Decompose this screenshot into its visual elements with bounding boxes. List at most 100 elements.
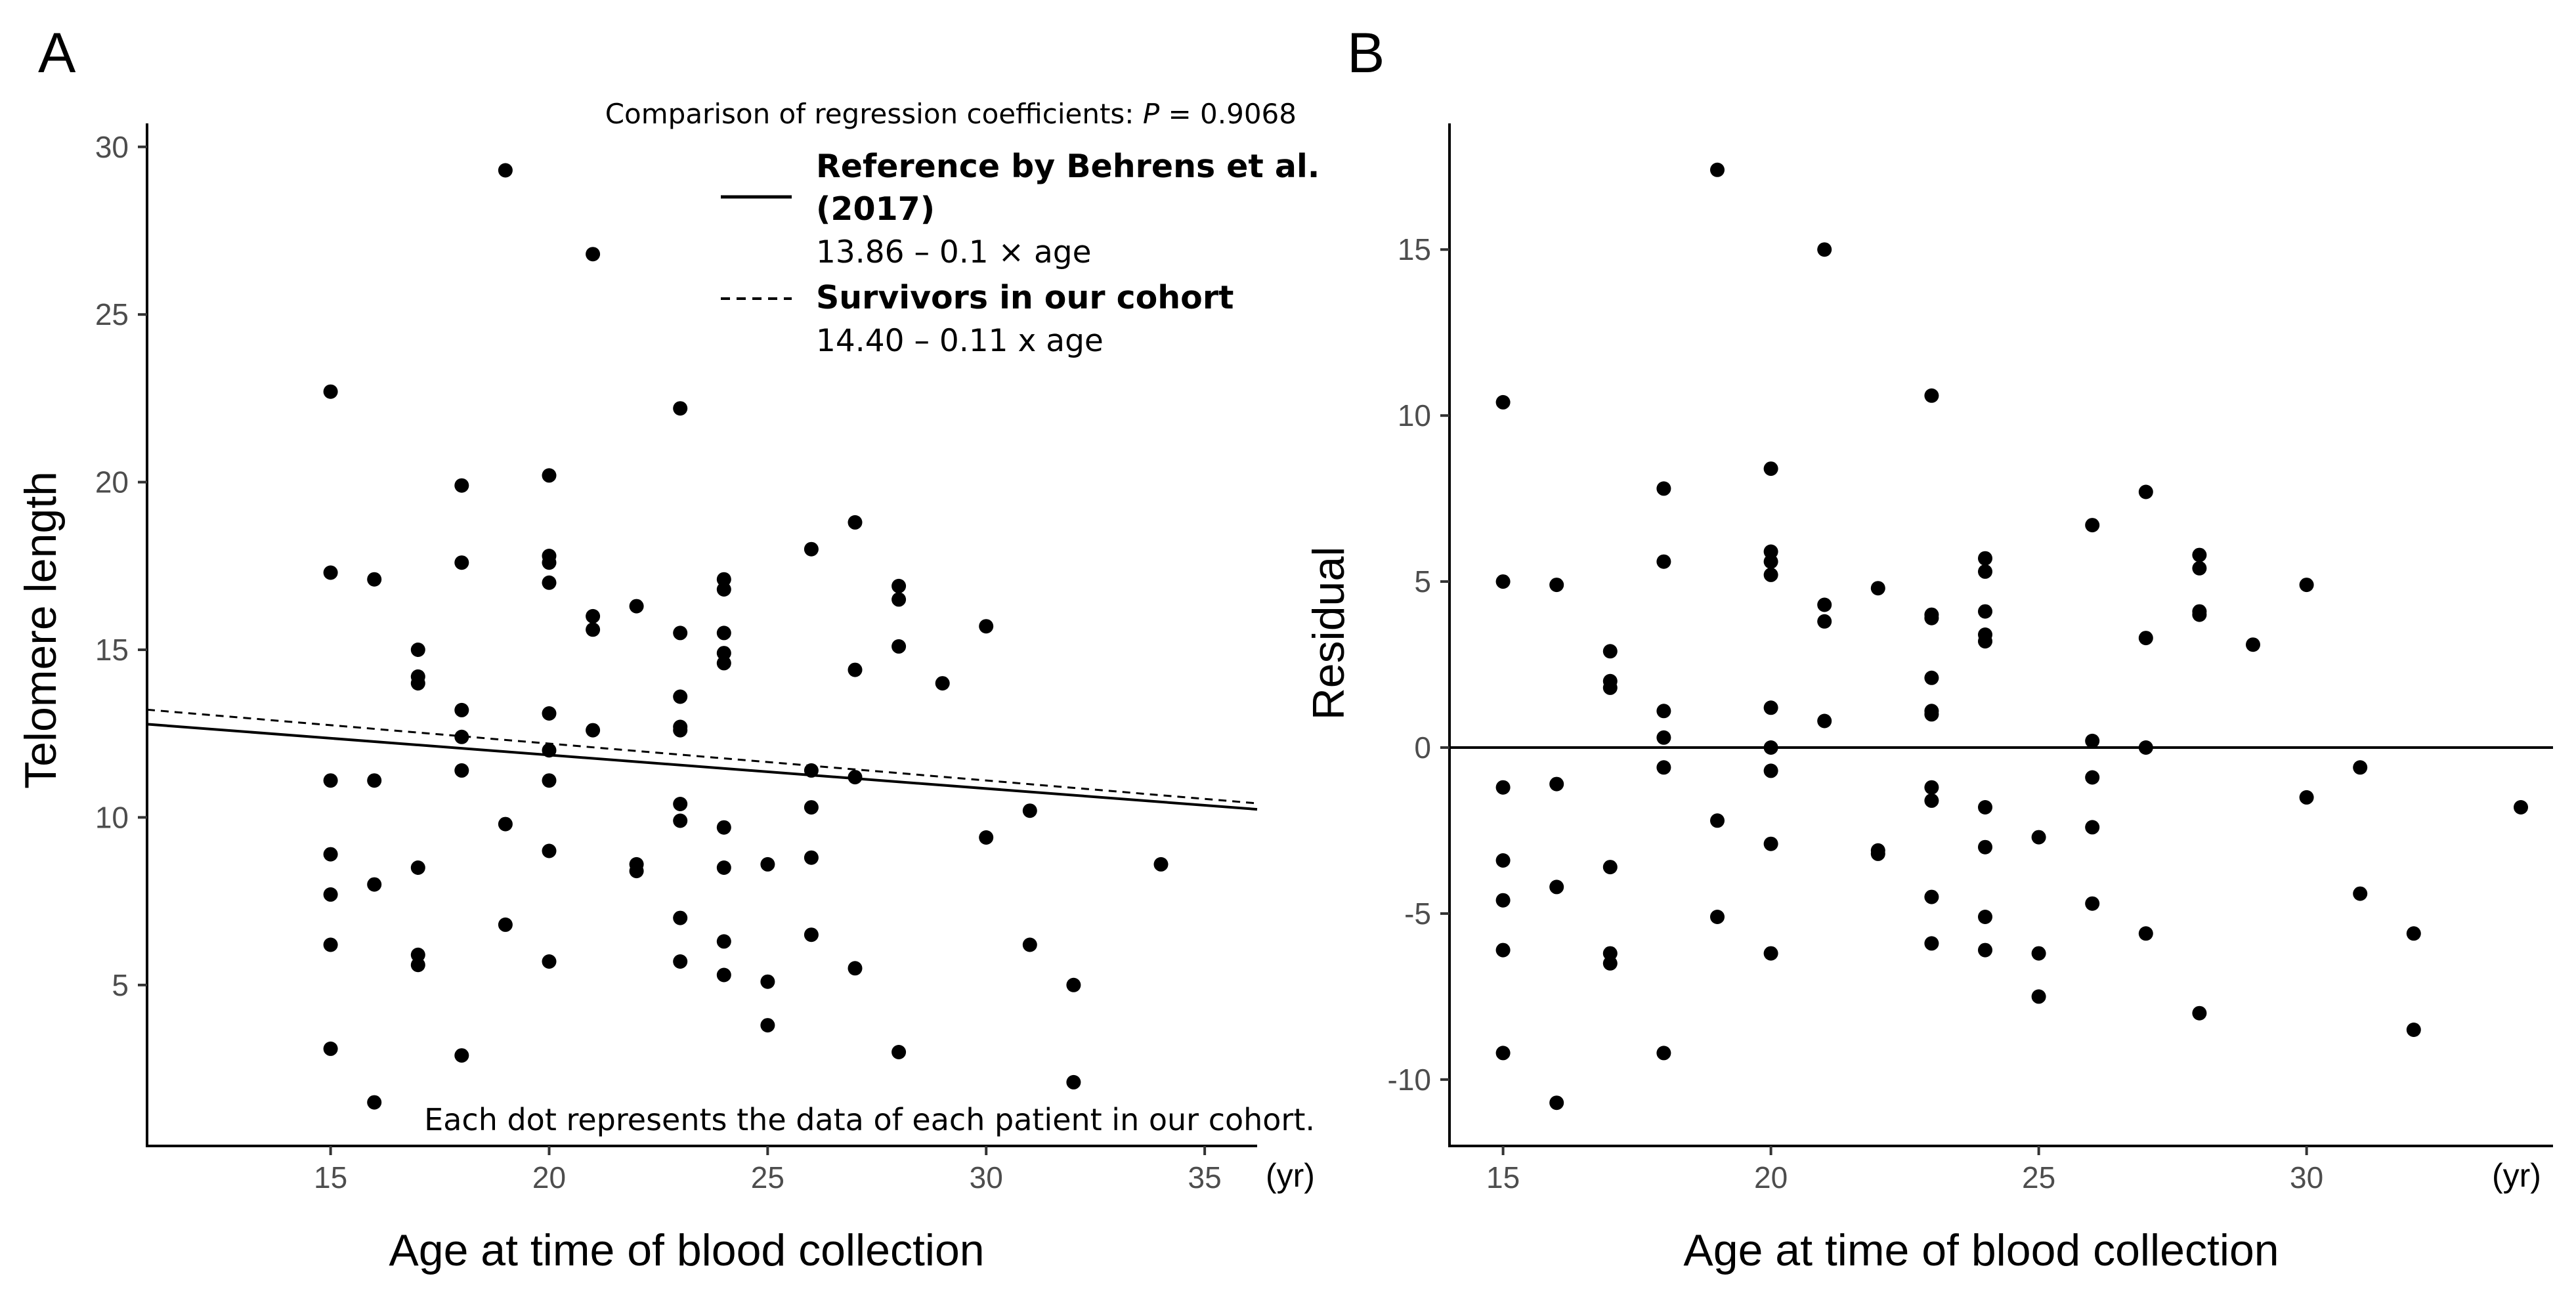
data-point	[498, 917, 513, 932]
data-point	[454, 555, 469, 570]
data-point	[1710, 162, 1725, 177]
data-point	[454, 702, 469, 717]
data-point	[2299, 790, 2314, 805]
x-tick-label: 20	[1754, 1160, 1788, 1195]
data-point	[891, 592, 907, 607]
data-point	[2514, 800, 2528, 815]
data-point	[1602, 946, 1618, 961]
data-point	[716, 934, 731, 949]
data-point	[1495, 574, 1511, 589]
data-point	[1763, 836, 1778, 851]
data-point	[673, 910, 688, 925]
data-point	[1924, 889, 1939, 904]
data-point	[804, 763, 819, 778]
reference-regression-line	[146, 723, 1258, 811]
data-point	[454, 478, 469, 493]
data-point	[367, 773, 382, 788]
data-point	[979, 619, 994, 634]
data-point	[1978, 839, 1992, 855]
data-point	[1978, 634, 1992, 649]
data-point	[629, 864, 644, 879]
data-point	[2246, 637, 2260, 652]
data-point	[454, 763, 469, 778]
panel-b-y-axis-title: Residual	[1304, 547, 1354, 721]
data-point	[804, 800, 819, 815]
data-point	[935, 676, 950, 691]
data-point	[542, 468, 557, 483]
data-point	[760, 857, 775, 872]
legend-reference-year: (2017)	[816, 190, 935, 228]
data-point	[1763, 700, 1778, 715]
data-point	[673, 401, 688, 416]
data-point	[2192, 1005, 2207, 1021]
panel-a-y-ticks: 5 10 15 20 25 30	[95, 130, 147, 1002]
y-tick-label: -5	[1404, 897, 1431, 931]
data-point	[716, 820, 731, 835]
data-point	[1656, 730, 1671, 745]
data-point	[716, 656, 731, 671]
data-point	[2299, 578, 2314, 593]
data-point	[586, 723, 601, 738]
data-point	[1656, 554, 1671, 569]
data-point	[716, 572, 731, 587]
x-tick-label: 15	[314, 1160, 347, 1195]
y-tick-label: 10	[1398, 398, 1431, 433]
data-point	[1549, 776, 1564, 792]
data-point	[1656, 760, 1671, 775]
data-point	[673, 719, 688, 734]
data-point	[542, 575, 557, 590]
data-point	[1763, 946, 1778, 961]
y-tick-label: 5	[1414, 564, 1431, 599]
data-point	[586, 622, 601, 637]
panel-a-y-axis-title: Telomere length	[16, 471, 66, 789]
panel-b-x-axis-title: Age at time of blood collection	[1683, 1225, 2279, 1275]
legend-reference-name: Reference by Behrens et al.	[816, 148, 1320, 185]
data-point	[410, 643, 425, 657]
data-point	[367, 1095, 382, 1110]
data-point	[1066, 1074, 1081, 1090]
data-point	[716, 625, 731, 641]
data-point	[2192, 607, 2207, 622]
data-point	[673, 954, 688, 969]
x-tick-label: 25	[2022, 1160, 2055, 1195]
data-point	[2085, 820, 2100, 835]
data-point	[2138, 484, 2153, 499]
legend: Reference by Behrens et al. (2017) 13.86…	[721, 148, 1320, 359]
data-point	[1763, 763, 1778, 778]
data-point	[673, 625, 688, 641]
data-point	[1495, 394, 1511, 410]
data-point	[760, 1018, 775, 1033]
data-point	[673, 689, 688, 704]
data-point	[2406, 926, 2421, 941]
data-point	[367, 572, 382, 587]
data-point	[2085, 733, 2100, 748]
data-point	[1763, 544, 1778, 559]
data-point	[2085, 770, 2100, 785]
data-point	[1602, 860, 1618, 875]
comparison-p-value: = 0.9068	[1159, 98, 1297, 130]
data-point	[1817, 614, 1832, 629]
data-point	[1924, 670, 1939, 685]
x-tick-label: 35	[1188, 1160, 1222, 1195]
data-point	[367, 877, 382, 892]
data-point	[1495, 1046, 1511, 1061]
data-point	[454, 729, 469, 744]
data-point	[1817, 597, 1832, 612]
panel-a-letter: A	[38, 22, 76, 85]
y-tick-label: 25	[95, 297, 129, 331]
data-point	[498, 816, 513, 832]
data-point	[1978, 800, 1992, 815]
data-point	[1022, 937, 1037, 952]
data-point	[2031, 989, 2046, 1004]
data-point	[323, 384, 338, 399]
x-tick-label: 20	[532, 1160, 566, 1195]
data-point	[1978, 604, 1992, 619]
data-point	[1549, 578, 1564, 593]
data-point	[2138, 740, 2153, 755]
data-point	[1870, 581, 1885, 596]
y-tick-label: 5	[112, 968, 129, 1002]
data-point	[804, 541, 819, 557]
data-point	[1924, 936, 1939, 951]
y-tick-label: 15	[1398, 232, 1431, 266]
